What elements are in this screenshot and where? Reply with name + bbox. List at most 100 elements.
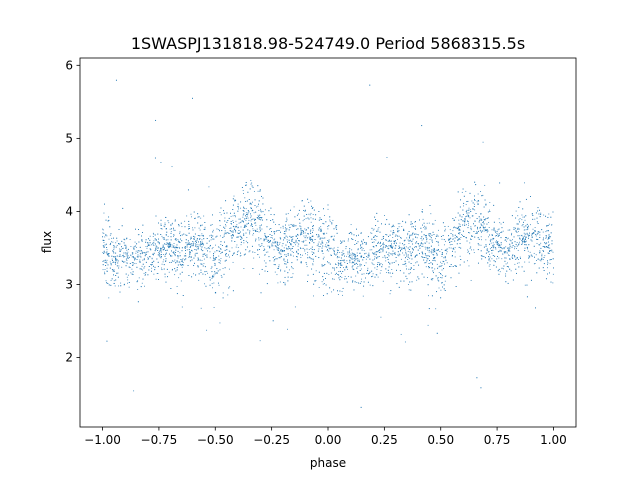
data-point <box>518 244 520 246</box>
data-point <box>481 230 483 232</box>
data-point <box>224 217 226 219</box>
data-point <box>432 270 434 272</box>
data-point <box>247 191 249 193</box>
data-point <box>123 256 125 258</box>
data-point <box>421 245 423 247</box>
data-point <box>373 264 375 266</box>
data-point <box>138 256 139 258</box>
data-point <box>361 241 363 243</box>
data-point <box>336 232 338 234</box>
data-point <box>271 243 273 245</box>
data-point <box>428 295 429 297</box>
data-point <box>388 248 390 250</box>
data-point <box>512 279 514 281</box>
data-point <box>159 242 160 244</box>
data-point <box>501 258 503 260</box>
data-point <box>464 216 466 218</box>
data-point <box>272 320 274 322</box>
data-point <box>320 231 322 232</box>
data-point <box>142 278 144 280</box>
data-point <box>497 243 499 245</box>
data-point <box>352 268 354 270</box>
data-point <box>333 278 335 280</box>
data-point <box>251 208 252 210</box>
data-point <box>460 247 462 249</box>
data-point <box>174 229 176 231</box>
data-point <box>516 223 518 225</box>
data-point <box>464 224 466 226</box>
data-point <box>189 253 191 255</box>
data-point <box>186 246 188 248</box>
data-point <box>245 208 247 210</box>
data-point <box>393 225 395 227</box>
data-point <box>373 246 375 248</box>
data-point <box>471 200 473 202</box>
data-point <box>164 248 165 249</box>
data-point <box>478 221 480 223</box>
data-point <box>463 195 465 197</box>
data-point <box>234 215 236 217</box>
data-point <box>388 261 389 263</box>
data-point <box>112 261 114 263</box>
data-point <box>317 236 319 238</box>
data-point <box>417 249 419 251</box>
data-point <box>178 277 180 279</box>
data-point <box>469 247 471 249</box>
data-point <box>204 247 206 249</box>
data-point <box>492 237 494 239</box>
data-point <box>467 251 469 253</box>
data-point <box>297 253 299 255</box>
data-point <box>354 253 355 255</box>
data-point <box>474 203 475 205</box>
data-point <box>146 247 148 249</box>
data-point <box>536 233 538 235</box>
data-point <box>156 273 158 274</box>
data-point <box>441 249 443 251</box>
data-point <box>243 210 245 212</box>
data-point <box>285 263 287 265</box>
data-point <box>436 254 438 256</box>
data-point <box>514 248 516 250</box>
data-point <box>480 218 482 220</box>
data-point <box>244 224 245 226</box>
data-point <box>307 217 309 219</box>
data-point <box>137 254 139 256</box>
data-point <box>430 213 432 215</box>
data-point <box>340 260 342 262</box>
data-point <box>123 283 125 285</box>
data-point <box>264 249 266 251</box>
data-point <box>128 286 130 288</box>
data-point <box>162 237 164 239</box>
data-point <box>425 228 427 230</box>
data-point <box>384 246 386 248</box>
data-point <box>505 257 507 259</box>
data-point <box>351 256 353 258</box>
data-point <box>243 242 245 244</box>
data-point <box>467 220 468 222</box>
data-point <box>437 229 439 231</box>
data-point <box>219 225 221 226</box>
data-point <box>335 264 337 265</box>
data-point <box>168 246 170 248</box>
data-point <box>112 241 114 243</box>
data-point <box>536 260 537 261</box>
data-point <box>464 218 466 220</box>
data-point <box>275 245 277 247</box>
data-point <box>132 262 134 263</box>
data-point <box>214 251 216 253</box>
data-point <box>187 242 189 244</box>
data-point <box>245 224 247 226</box>
data-point <box>353 234 355 236</box>
data-point <box>244 253 246 255</box>
data-point <box>487 251 489 253</box>
data-point <box>437 267 439 269</box>
data-point <box>362 295 364 297</box>
data-point <box>397 238 398 240</box>
data-point <box>425 235 427 236</box>
data-point <box>440 289 442 291</box>
data-point <box>152 244 154 246</box>
data-point <box>173 246 174 248</box>
data-point <box>275 223 276 225</box>
data-point <box>145 241 147 243</box>
data-point <box>408 284 409 285</box>
